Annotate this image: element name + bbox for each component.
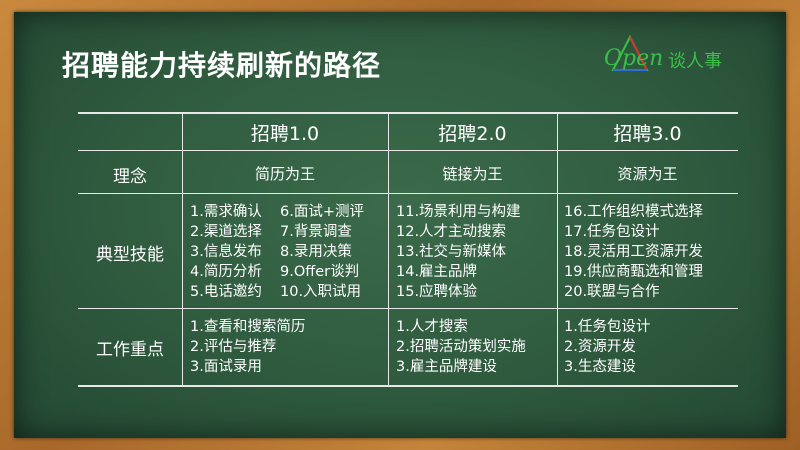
- table-col-divider-1: [182, 112, 183, 386]
- list-item: 9.Offer谈判: [280, 264, 360, 280]
- table-rule-concept: [78, 193, 738, 194]
- list-item: 20.联盟与合作: [564, 284, 660, 300]
- logo-cn-text: 谈人事: [668, 51, 722, 72]
- column-header-1: 招聘1.0: [250, 123, 320, 145]
- skills-list-3: 16.工作组织模式选择 17.任务包设计 18.灵活用工资源开发 19.供应商甄…: [564, 202, 703, 302]
- list-item: 12.人才主动搜索: [396, 224, 507, 240]
- list-item: 11.场景利用与构建: [396, 204, 521, 220]
- logo-text: Open: [604, 46, 664, 71]
- list-item: 2.渠道选择: [190, 224, 262, 240]
- column-header-2: 招聘2.0: [438, 123, 507, 145]
- skills-list-1b: 6.面试+测评 7.背景调查 8.录用决策 9.Offer谈判 10.入职试用: [280, 202, 364, 302]
- row-label-concept: 理念: [113, 167, 147, 187]
- list-item: 3.雇主品牌建设: [396, 359, 497, 375]
- list-item: 16.工作组织模式选择: [564, 204, 704, 220]
- table-col-divider-3: [557, 112, 558, 386]
- table-col-divider-2: [388, 112, 389, 386]
- list-item: 1.查看和搜索简历: [190, 319, 306, 335]
- concept-cell-2: 链接为王: [442, 165, 503, 183]
- list-item: 5.电话邀约: [190, 284, 262, 300]
- skills-list-1a: 1.需求确认 2.渠道选择 3.信息发布 4.简历分析 5.电话邀约: [190, 202, 262, 302]
- list-item: 2.招聘活动策划实施: [396, 339, 526, 355]
- table-rule-top: [78, 112, 738, 114]
- column-header-3: 招聘3.0: [613, 123, 682, 145]
- table-rule-header: [78, 150, 738, 151]
- list-item: 3.面试录用: [190, 359, 262, 375]
- table-rule-bottom: [78, 385, 738, 387]
- focus-list-3: 1.任务包设计 2.资源开发 3.生态建设: [564, 317, 650, 377]
- focus-list-1: 1.查看和搜索简历 2.评估与推荐 3.面试录用: [190, 317, 305, 377]
- table-rule-skills: [78, 308, 738, 309]
- concept-cell-1: 简历为王: [254, 165, 315, 183]
- row-label-skills: 典型技能: [96, 245, 164, 265]
- list-item: 14.雇主品牌: [396, 264, 478, 280]
- skills-list-2: 11.场景利用与构建 12.人才主动搜索 13.社交与新媒体 14.雇主品牌 1…: [396, 202, 521, 302]
- list-item: 4.简历分析: [190, 264, 262, 280]
- list-item: 6.面试+测评: [280, 204, 364, 220]
- list-item: 1.任务包设计: [564, 319, 651, 335]
- list-item: 7.背景调查: [280, 224, 352, 240]
- list-item: 2.资源开发: [564, 339, 636, 355]
- list-item: 3.信息发布: [190, 244, 262, 260]
- list-item: 1.需求确认: [190, 204, 262, 220]
- list-item: 8.录用决策: [280, 244, 352, 260]
- concept-cell-3: 资源为王: [617, 165, 678, 183]
- list-item: 2.评估与推荐: [190, 339, 277, 355]
- logo: Open 谈人事: [598, 32, 738, 82]
- list-item: 15.应聘体验: [396, 284, 478, 300]
- chalkboard: [14, 12, 786, 438]
- page-title: 招聘能力持续刷新的路径: [62, 49, 382, 82]
- list-item: 13.社交与新媒体: [396, 244, 507, 260]
- list-item: 10.入职试用: [280, 284, 362, 300]
- focus-list-2: 1.人才搜索 2.招聘活动策划实施 3.雇主品牌建设: [396, 317, 526, 377]
- list-item: 17.任务包设计: [564, 224, 660, 240]
- triangle-logo-icon: [611, 34, 649, 71]
- list-item: 19.供应商甄选和管理: [564, 264, 704, 280]
- list-item: 1.人才搜索: [396, 319, 468, 335]
- row-label-focus: 工作重点: [96, 340, 164, 360]
- list-item: 3.生态建设: [564, 359, 636, 375]
- list-item: 18.灵活用工资源开发: [564, 244, 704, 260]
